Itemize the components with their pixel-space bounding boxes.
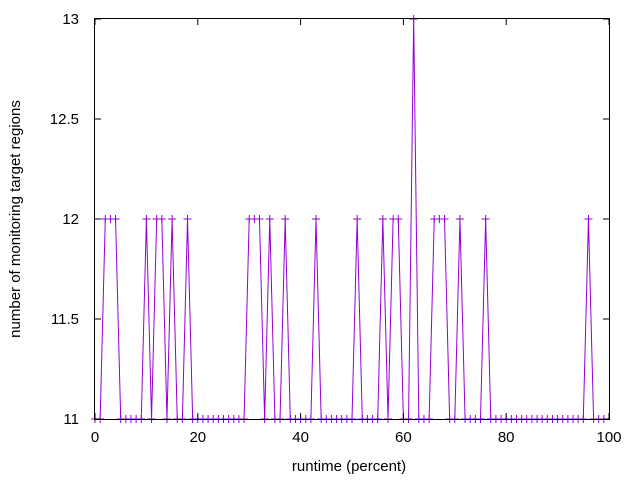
data-point-marker xyxy=(394,215,403,223)
data-point-marker xyxy=(111,215,120,223)
data-point-marker xyxy=(440,215,449,223)
data-point-marker xyxy=(312,215,321,223)
x-tick-label: 40 xyxy=(292,429,309,446)
x-tick-label: 80 xyxy=(498,429,515,446)
data-point-marker xyxy=(183,215,192,223)
y-tick-label: 12 xyxy=(62,211,79,228)
data-point-marker xyxy=(455,215,464,223)
y-tick-label: 13 xyxy=(62,11,79,28)
y-tick-label: 11.5 xyxy=(51,311,79,328)
data-point-marker xyxy=(353,215,362,223)
series-layer xyxy=(91,15,608,423)
plot-border xyxy=(94,18,610,420)
x-tick-label: 20 xyxy=(189,429,206,446)
data-point-marker xyxy=(142,215,151,223)
y-tick-label: 12.5 xyxy=(50,111,79,128)
data-point-marker xyxy=(157,215,166,223)
data-point-marker xyxy=(265,215,274,223)
data-point-marker xyxy=(168,215,177,223)
x-tick-label: 100 xyxy=(596,429,621,446)
x-tick-label: 60 xyxy=(395,429,412,446)
data-point-marker xyxy=(584,215,593,223)
x-tick-label: 0 xyxy=(91,429,99,446)
y-tick-label: 11 xyxy=(63,411,79,428)
axis-ticks: 0 20 40 60 80 100 11 11.5 12 12.5 13 xyxy=(50,11,622,446)
data-point-marker xyxy=(281,215,290,223)
data-point-marker xyxy=(481,215,490,223)
data-point-marker xyxy=(255,215,264,223)
data-point-marker xyxy=(378,215,387,223)
y-axis-label: number of monitoring target regions xyxy=(7,100,24,338)
x-axis-label: runtime (percent) xyxy=(292,458,406,475)
